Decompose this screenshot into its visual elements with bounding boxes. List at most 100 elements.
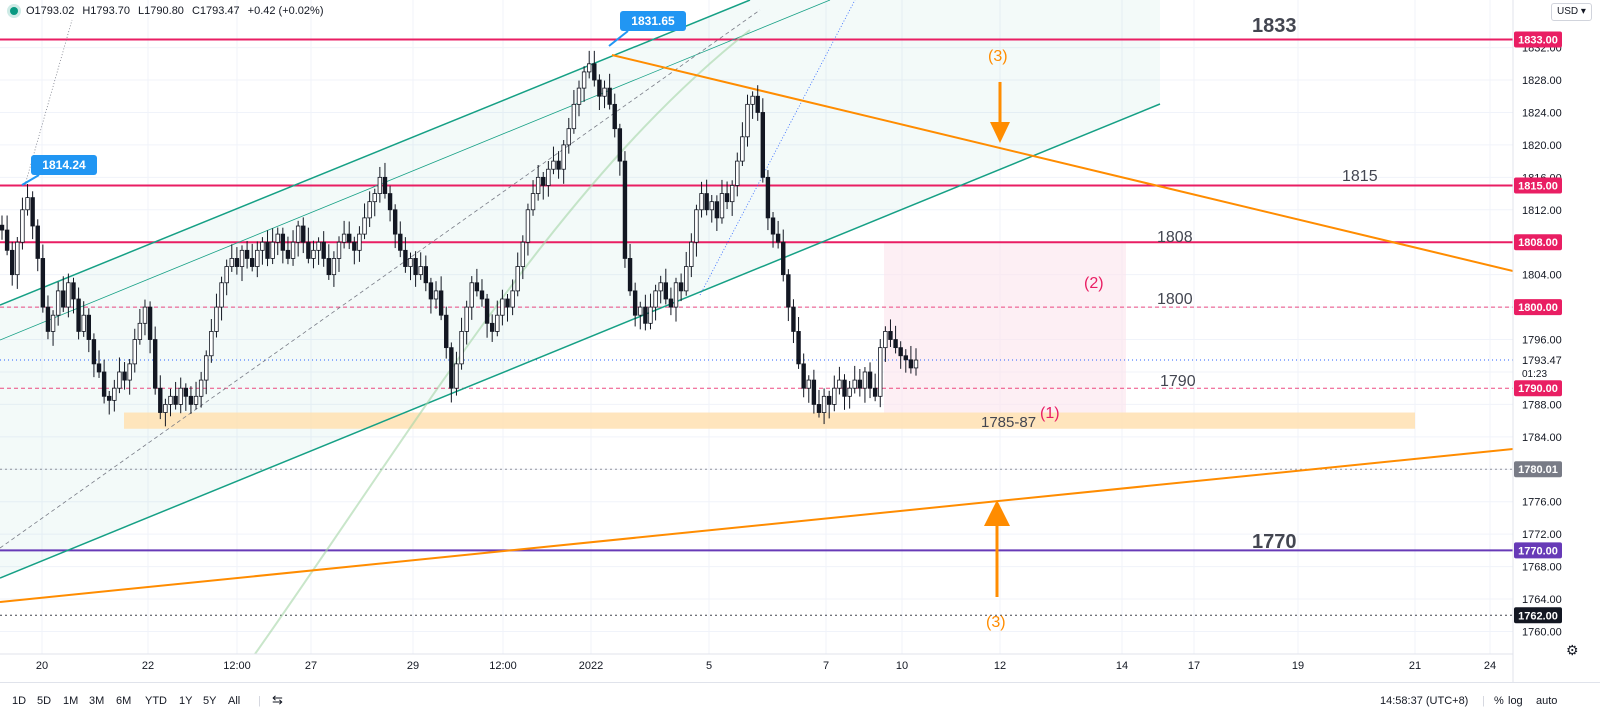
candle-body	[137, 322, 143, 340]
label-1815: 1815	[1342, 168, 1378, 185]
candle-body	[454, 363, 459, 389]
candle-body	[857, 379, 863, 389]
candle-body	[306, 241, 311, 259]
candle-body	[694, 209, 699, 243]
candle-body	[331, 258, 337, 276]
tf-5d[interactable]: 5D	[37, 695, 52, 707]
candle-body	[311, 249, 316, 259]
candle-body	[142, 306, 148, 324]
candle-body	[535, 176, 541, 194]
ohlc-change: +0.42 (+0.02%)	[247, 5, 324, 17]
x-tick-label: 5	[706, 660, 712, 672]
candle-body	[837, 379, 842, 389]
candle-body	[781, 241, 786, 276]
candle-body	[152, 339, 158, 389]
tf-6m[interactable]: 6M	[116, 695, 132, 707]
candle-body	[408, 258, 413, 267]
tf-ytd[interactable]: YTD	[145, 695, 167, 707]
tf-all[interactable]: All	[228, 695, 241, 707]
candle-body	[101, 371, 107, 397]
candle-body	[602, 87, 607, 97]
label-1790: 1790	[1160, 373, 1196, 390]
tf-3m[interactable]: 3M	[89, 695, 105, 707]
candle-body	[219, 282, 224, 308]
price-tags: 1833.00 1815.00 1808.00 1800.00 1790.00 1780.…	[1514, 31, 1562, 624]
tf-1d[interactable]: 1D	[12, 695, 27, 707]
y-tick-label: 1796.00	[1522, 335, 1562, 347]
candle-body	[239, 249, 245, 267]
price-tag-text: 1833.00	[1518, 34, 1558, 46]
candle-body	[40, 258, 46, 308]
candle-body	[888, 331, 893, 340]
mark-3-top: (3)	[988, 48, 1008, 65]
candle-body	[791, 306, 796, 332]
tf-1m[interactable]: 1M	[63, 695, 79, 707]
currency-select[interactable]: USD ▾	[1551, 3, 1592, 21]
candle-body	[362, 217, 367, 235]
candle-body	[275, 233, 280, 243]
time-axis[interactable]: 20 22 12:00 27 29 12:00 2022 5 7 10 12 14 17 19 21 24	[36, 660, 1496, 672]
callout-box	[31, 155, 97, 175]
x-tick-label: 12	[994, 660, 1006, 672]
percent-toggle[interactable]: %	[1494, 695, 1504, 707]
trend-lines	[0, 0, 1513, 654]
price-tag-text: 1770.00	[1518, 545, 1558, 557]
candle-body	[173, 395, 178, 405]
x-tick-label: 12:00	[223, 660, 251, 672]
settings-gear-icon[interactable]: ⚙	[1566, 642, 1579, 658]
tf-1y[interactable]: 1Y	[179, 695, 193, 707]
candle-body	[423, 266, 429, 284]
candle-body	[862, 371, 868, 389]
price-tag-bg	[1514, 461, 1562, 478]
x-tick-label: 19	[1292, 660, 1304, 672]
candle-body	[163, 404, 168, 413]
zones	[0, 0, 1415, 578]
last-price-tag: 1793.47	[1522, 355, 1562, 367]
candle-body	[234, 258, 240, 267]
candle-body	[648, 306, 653, 324]
candle-body	[392, 209, 398, 235]
candle-body	[903, 355, 908, 361]
candle-body	[571, 103, 577, 130]
candle-body	[20, 209, 25, 243]
candle-body	[25, 197, 30, 211]
candle-body	[91, 339, 97, 365]
candle-body	[198, 379, 204, 397]
channel-upper-line	[0, 0, 751, 306]
candle-body	[821, 395, 827, 413]
candle-body	[382, 176, 388, 194]
candle-body	[117, 371, 122, 389]
candle-body	[193, 395, 199, 405]
chart-canvas[interactable]: 1833 1815 1808 1800 1790 1770 1785-87(1) (2) (3)…	[0, 0, 1600, 682]
log-toggle[interactable]: log	[1508, 695, 1523, 707]
candle-body	[76, 298, 81, 332]
candle-body	[745, 103, 750, 138]
candle-body	[893, 339, 898, 349]
candle-body	[525, 209, 531, 243]
candle-body	[689, 241, 694, 267]
price-tag-text: 1790.00	[1518, 383, 1558, 395]
last-price-tag-bg	[1514, 351, 1562, 380]
candle-body	[127, 363, 132, 381]
callout-price: 1814.24	[42, 158, 86, 172]
candle-body	[668, 298, 674, 308]
candle-body	[464, 306, 469, 332]
candle-body	[775, 233, 781, 243]
candle-body	[913, 359, 919, 369]
mark-1: (1)	[1040, 405, 1060, 422]
tf-5y[interactable]: 5Y	[203, 695, 217, 707]
y-tick-label: 1804.00	[1522, 270, 1562, 282]
bottom-toolbar: 1D 5D 1M 3M 6M YTD 1Y 5Y All | ⇆ 14:58:3…	[0, 682, 1600, 725]
candle-body	[627, 258, 633, 292]
date-range-icon[interactable]: ⇆	[272, 692, 283, 707]
candle-body	[484, 298, 490, 324]
candle-body	[551, 160, 556, 170]
candle-body	[112, 387, 117, 401]
candle-body	[336, 241, 342, 259]
annotations: 1833 1815 1808 1800 1790 1770 1785-87(1) (2) (3)…	[21, 11, 1378, 631]
price-tag-text: 1800.00	[1518, 302, 1558, 314]
candle-body	[367, 201, 372, 219]
candle-body	[372, 193, 377, 203]
candle-body	[867, 371, 873, 389]
auto-toggle[interactable]: auto	[1536, 695, 1558, 707]
